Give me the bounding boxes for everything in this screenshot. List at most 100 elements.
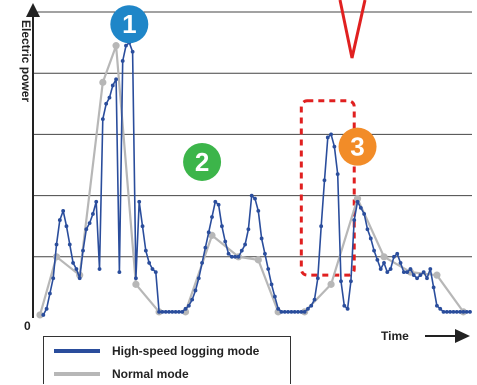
data-point-high_speed <box>339 279 343 284</box>
data-point-normal <box>380 253 388 261</box>
highlight-marker <box>338 0 367 59</box>
data-point-high_speed <box>458 309 462 314</box>
data-point-high_speed <box>438 306 443 311</box>
data-point-high_speed <box>64 224 69 229</box>
data-point-high_speed <box>408 267 413 271</box>
data-point-high_speed <box>401 270 406 274</box>
origin-label: 0 <box>24 319 31 333</box>
data-point-high_speed <box>418 273 423 278</box>
data-point-high_speed <box>256 209 261 213</box>
data-point-high_speed <box>243 242 247 247</box>
data-point-high_speed <box>223 239 228 244</box>
data-point-high_speed <box>160 309 165 314</box>
data-point-high_speed <box>206 230 211 235</box>
badge-label-3: 3 <box>350 132 364 162</box>
data-point-high_speed <box>183 306 188 311</box>
data-point-high_speed <box>233 254 238 259</box>
data-point-high_speed <box>100 117 105 121</box>
badge-2: 2 <box>183 142 222 181</box>
data-point-high_speed <box>170 309 175 314</box>
data-point-high_speed <box>444 309 449 314</box>
data-point-high_speed <box>259 236 264 241</box>
data-point-high_speed <box>140 224 145 229</box>
data-point-high_speed <box>203 245 208 250</box>
data-point-high_speed <box>266 267 271 271</box>
data-point-high_speed <box>435 303 439 308</box>
data-point-high_speed <box>137 199 142 204</box>
data-point-high_speed <box>104 101 109 106</box>
data-point-high_speed <box>355 199 360 204</box>
data-point-high_speed <box>44 306 49 311</box>
data-point-high_speed <box>325 135 330 140</box>
data-point-high_speed <box>77 276 82 281</box>
data-point-high_speed <box>385 270 390 274</box>
legend-item-normal: Normal mode <box>54 364 189 384</box>
data-point-high_speed <box>97 267 102 271</box>
data-point-high_speed <box>352 218 357 222</box>
data-point-high_speed <box>84 227 89 232</box>
data-point-high_speed <box>236 254 241 259</box>
badge-3: 3 <box>338 127 377 166</box>
data-point-high_speed <box>173 309 178 314</box>
data-point-high_speed <box>302 309 307 314</box>
data-point-high_speed <box>461 309 466 314</box>
data-point-high_speed <box>253 196 257 201</box>
data-point-high_speed <box>312 297 317 302</box>
data-point-high_speed <box>464 309 469 314</box>
series-line-normal <box>38 44 465 316</box>
data-point-high_speed <box>94 199 99 204</box>
data-point-high_speed <box>375 257 380 262</box>
data-point-high_speed <box>306 306 310 311</box>
data-point-high_speed <box>153 270 158 274</box>
data-point-high_speed <box>319 224 324 229</box>
data-point-high_speed <box>71 261 75 265</box>
legend-item-high-speed: High-speed logging mode <box>54 341 259 361</box>
data-point-high_speed <box>378 267 383 271</box>
data-point-high_speed <box>392 254 396 259</box>
data-point-normal <box>254 256 262 264</box>
data-point-normal <box>112 42 120 50</box>
data-point-high_speed <box>335 172 340 177</box>
data-point-high_speed <box>226 251 231 256</box>
gridlines <box>33 11 472 258</box>
data-point-high_speed <box>358 205 363 210</box>
data-point-high_speed <box>395 251 400 256</box>
data-point-high_speed <box>362 212 367 216</box>
data-point-high_speed <box>345 306 350 311</box>
data-point-high_speed <box>315 276 320 281</box>
data-point-high_speed <box>87 221 92 226</box>
data-point-high_speed <box>74 267 79 271</box>
data-point-high_speed <box>349 279 353 284</box>
data-point-high_speed <box>282 309 287 314</box>
data-point-normal <box>99 78 107 86</box>
series-line-high_speed <box>42 41 470 316</box>
data-point-high_speed <box>107 95 112 100</box>
data-point-high_speed <box>67 242 72 247</box>
data-point-high_speed <box>468 309 472 314</box>
data-point-high_speed <box>451 309 456 314</box>
data-point-high_speed <box>114 77 118 82</box>
data-point-high_speed <box>57 218 62 222</box>
data-point-high_speed <box>279 309 284 314</box>
data-point-normal <box>52 253 61 261</box>
data-point-normal <box>353 195 362 203</box>
y-axis-arrow-icon <box>26 3 40 17</box>
data-point-high_speed <box>448 309 453 314</box>
data-point-high_speed <box>276 306 281 311</box>
data-point-high_speed <box>120 59 125 63</box>
legend-label-normal: Normal mode <box>112 367 189 381</box>
data-point-normal <box>433 271 441 279</box>
data-point-high_speed <box>289 309 294 314</box>
data-point-high_speed <box>405 270 410 274</box>
data-point-high_speed <box>124 43 128 48</box>
data-point-high_speed <box>415 276 419 281</box>
data-point-normal <box>208 231 216 239</box>
data-point-high_speed <box>431 285 436 290</box>
data-point-high_speed <box>54 242 59 247</box>
legend-swatch-normal <box>54 372 100 376</box>
data-point-high_speed <box>134 276 138 281</box>
data-point-high_speed <box>186 303 191 308</box>
badge-circle-1 <box>110 5 149 44</box>
data-point-high_speed <box>246 227 251 232</box>
data-point-high_speed <box>411 273 416 278</box>
